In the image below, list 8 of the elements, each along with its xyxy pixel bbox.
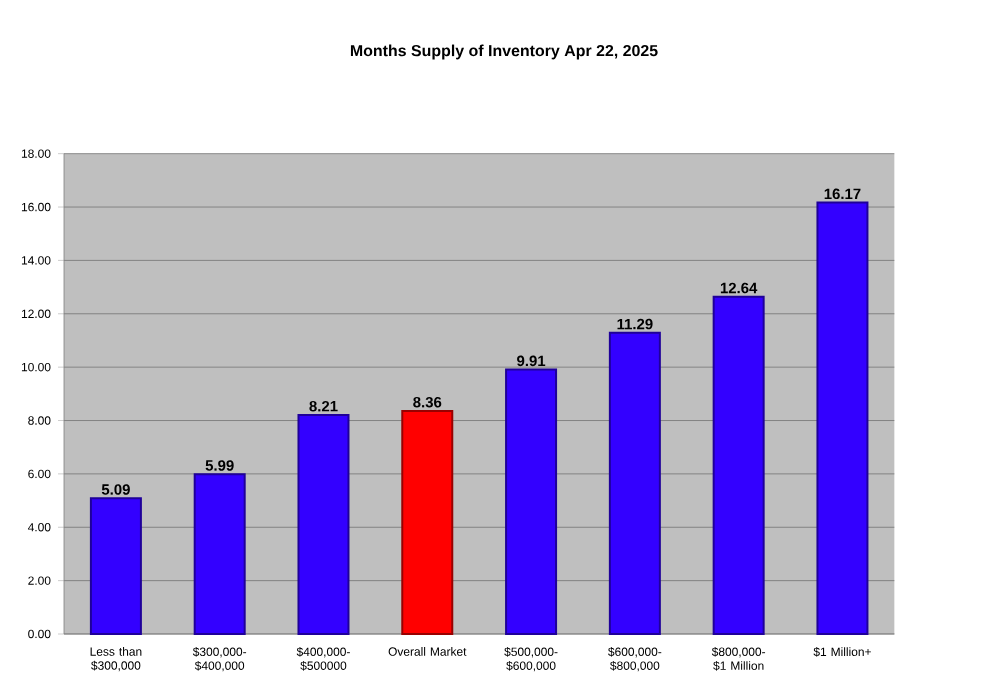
- bar: [608, 331, 661, 635]
- bar: [297, 413, 350, 635]
- bar: [401, 409, 454, 635]
- bar: [193, 473, 246, 635]
- bar: [505, 368, 558, 635]
- bar: [712, 295, 765, 635]
- bar: [816, 201, 869, 635]
- bar: [89, 497, 142, 635]
